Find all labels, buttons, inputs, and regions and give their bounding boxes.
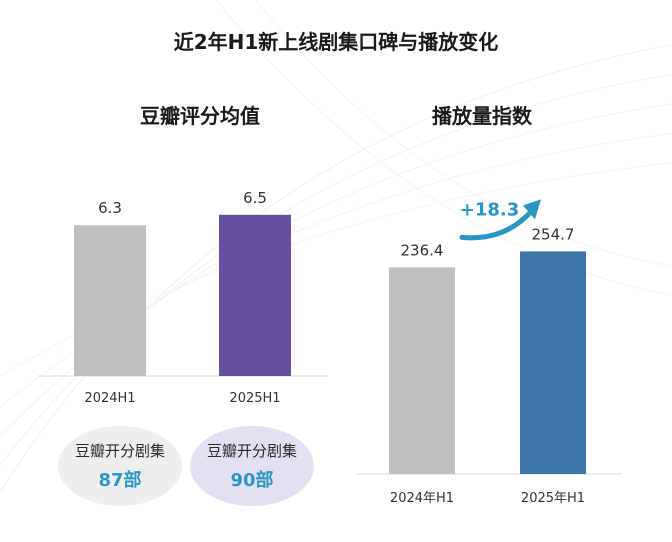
douban-count-2025-label: 豆瓣开分剧集	[206, 442, 297, 460]
douban-tick-label-1: 2025H1	[229, 391, 280, 406]
douban-chart-title: 豆瓣评分均值	[140, 104, 260, 128]
play-tick-label-1: 2025年H1	[521, 491, 585, 506]
douban-tick-label-0: 2024H1	[84, 391, 135, 406]
page-title: 近2年H1新上线剧集口碑与播放变化	[173, 30, 499, 54]
play-tick-label-0: 2024年H1	[390, 491, 454, 506]
play-bar-1	[520, 251, 586, 474]
douban-value-label-1: 6.5	[243, 189, 267, 207]
play-index-chart-title: 播放量指数	[432, 104, 532, 128]
play-value-label-1: 254.7	[532, 225, 575, 243]
douban-bar-0	[74, 225, 146, 376]
douban-count-2024-label: 豆瓣开分剧集	[74, 442, 165, 460]
douban-bar-1	[219, 214, 291, 376]
growth-annotation: +18.3	[460, 199, 520, 220]
growth-arrow-head	[523, 199, 541, 220]
douban-count-2025-bubble: 豆瓣开分剧集 90部	[190, 426, 314, 506]
douban-value-label-0: 6.3	[98, 199, 122, 217]
douban-count-2024-value: 87部	[98, 470, 142, 491]
growth-arrow-shaft	[459, 206, 536, 241]
douban-count-2025-value: 90部	[230, 470, 274, 491]
play-bar-0	[389, 267, 455, 474]
play-value-label-0: 236.4	[401, 241, 444, 259]
douban-count-2024-bubble: 豆瓣开分剧集 87部	[58, 426, 182, 506]
